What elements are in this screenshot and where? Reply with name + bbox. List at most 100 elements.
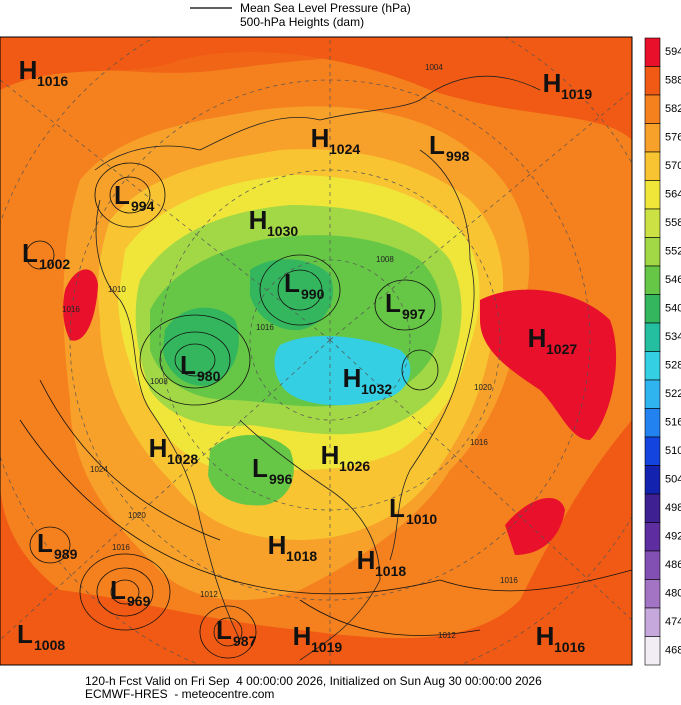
center-letter: H — [543, 68, 562, 98]
colorbar-box — [644, 237, 661, 267]
pressure-center: H 1028 — [149, 433, 199, 467]
pressure-center: H 1026 — [321, 440, 371, 474]
colorbar-box — [644, 94, 661, 124]
isobar-label: 1016 — [500, 576, 518, 585]
colorbar-tick-label: 504 — [665, 474, 681, 486]
colorbar-box — [644, 636, 661, 666]
height-zone-528 — [274, 335, 411, 406]
colorbar-tick-label: 474 — [665, 616, 681, 628]
center-pressure: 1019 — [561, 86, 592, 102]
center-pressure: 980 — [197, 368, 221, 384]
colorbar-tick-label: 582 — [665, 103, 681, 115]
center-pressure: 996 — [269, 471, 293, 487]
center-letter: L — [389, 493, 405, 523]
graticule — [0, 37, 632, 665]
center-letter: H — [321, 440, 340, 470]
center-pressure: 1026 — [339, 458, 370, 474]
center-pressure: 989 — [54, 546, 78, 562]
center-pressure: 1027 — [546, 341, 577, 357]
pressure-center: H 1032 — [343, 363, 393, 397]
center-pressure: 1019 — [311, 639, 342, 655]
center-pressure: 1002 — [39, 256, 70, 272]
colorbar-tick-label: 564 — [665, 189, 681, 201]
center-letter: L — [17, 619, 33, 649]
center-pressure: 994 — [131, 198, 155, 214]
pressure-center: L 1008 — [17, 619, 65, 653]
pressure-center: H 1024 — [311, 123, 361, 157]
colorbar-tick-label: 552 — [665, 246, 681, 258]
center-pressure: 1018 — [375, 563, 406, 579]
colorbar-box — [644, 379, 661, 409]
colorbar-tick-label: 540 — [665, 303, 681, 315]
colorbar-box — [644, 351, 661, 381]
center-letter: L — [37, 528, 53, 558]
center-pressure: 1008 — [34, 637, 65, 653]
colorbar-box — [644, 66, 661, 96]
colorbar-box — [644, 208, 661, 238]
isobar-label: 1020 — [128, 511, 146, 520]
colorbar-box — [644, 465, 661, 495]
colorbar-box — [644, 123, 661, 153]
isobar-label: 1010 — [108, 285, 126, 294]
center-letter: L — [216, 615, 232, 645]
pressure-center: L 1010 — [389, 493, 437, 527]
height-zone-594-east — [480, 289, 617, 440]
colorbar: 594 588 582 576 570 564 558 552 546 540 534 528 522 5… — [644, 37, 681, 666]
center-letter: H — [357, 545, 376, 575]
colorbar-box — [644, 37, 661, 67]
pressure-center: H 1019 — [543, 68, 593, 102]
coastlines — [94, 75, 541, 661]
center-pressure: 1032 — [361, 381, 392, 397]
center-letter: H — [19, 55, 38, 85]
isobar-label: 1020 — [474, 383, 492, 392]
height-zone-588-north — [0, 37, 632, 100]
colorbar-tick-label: 588 — [665, 75, 681, 87]
colorbar-tick-label: 516 — [665, 417, 681, 429]
map-frame — [0, 36, 633, 666]
center-letter: H — [249, 205, 268, 235]
colorbar-box — [644, 436, 661, 466]
colorbar-tick-label: 570 — [665, 160, 681, 172]
pressure-center: L 996 — [252, 453, 293, 487]
center-letter: L — [22, 238, 38, 268]
pressure-center: H 1030 — [249, 205, 299, 239]
pressure-center: H 1027 — [528, 323, 578, 357]
center-letter: L — [252, 453, 268, 483]
isobar-label: 1008 — [376, 255, 394, 264]
pressure-center: H 1016 — [19, 55, 69, 89]
center-pressure: 1018 — [286, 548, 317, 564]
isobar-label: 1008 — [150, 377, 168, 386]
fill-label: 500-hPa Heights (dam) — [240, 15, 364, 29]
center-letter: H — [268, 530, 287, 560]
colorbar-tick-label: 486 — [665, 559, 681, 571]
center-pressure: 1030 — [267, 223, 298, 239]
colorbar-tick-label: 468 — [665, 645, 681, 657]
colorbar-tick-label: 498 — [665, 502, 681, 514]
pressure-center: L 989 — [37, 528, 78, 562]
center-letter: L — [180, 350, 196, 380]
colorbar-tick-label: 546 — [665, 274, 681, 286]
isobar-label: 1012 — [200, 590, 218, 599]
height-zone-540-north — [250, 259, 334, 331]
height-zone-594-west — [63, 269, 98, 341]
center-pressure: 998 — [446, 148, 470, 164]
isobar-label: 1024 — [90, 465, 108, 474]
colorbar-box — [644, 151, 661, 181]
isobar-label: 1016 — [62, 305, 80, 314]
legend-line-label: Mean Sea Level Pressure (hPa) — [240, 1, 411, 15]
colorbar-tick-label: 510 — [665, 445, 681, 457]
pressure-center: L 1002 — [22, 238, 70, 272]
center-pressure: 1016 — [37, 73, 68, 89]
pressure-center: L 969 — [110, 575, 151, 609]
pressure-center: L 987 — [216, 615, 257, 649]
height-zone-594-southeast — [505, 498, 565, 555]
isobar-label: 1016 — [470, 438, 488, 447]
center-pressure: 987 — [233, 633, 257, 649]
center-letter: L — [429, 130, 445, 160]
colorbar-box — [644, 408, 661, 438]
footer-valid-time: 120-h Fcst Valid on Fri Sep 4 00:00:00 2… — [85, 674, 542, 688]
map — [0, 37, 632, 665]
height-zone-540-west — [163, 307, 239, 386]
